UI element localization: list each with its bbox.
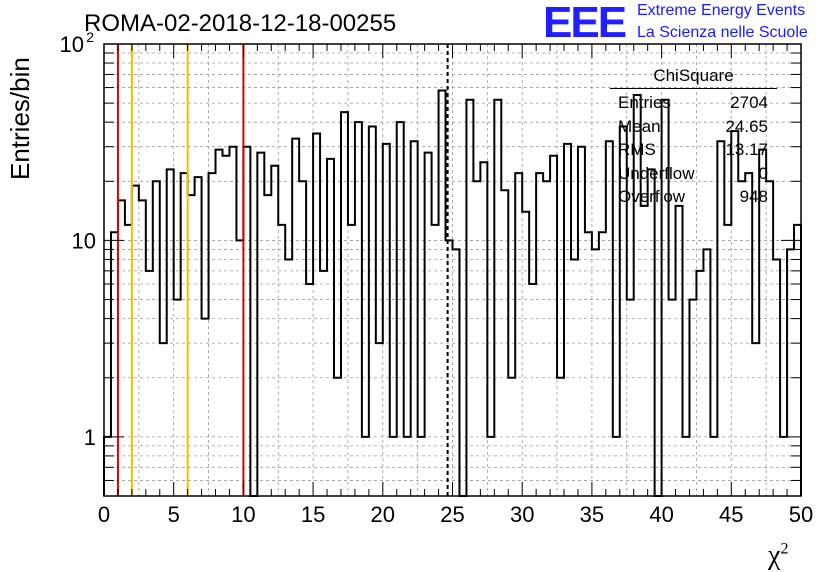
stat-value: 948 [739, 187, 768, 206]
x-tick-label: 0 [98, 502, 110, 527]
x-tick-label: 50 [789, 502, 813, 527]
stat-row-entries: Entries 2704 [610, 91, 777, 115]
x-tick-label: 20 [371, 502, 395, 527]
y-tick-label: 10 [60, 32, 84, 57]
stat-row-overflow: Overflow 948 [610, 185, 777, 209]
logo-subtitle-2: La Scienza nelle Scuole [637, 24, 808, 41]
stat-label: Entries [618, 93, 671, 112]
stat-value: 0 [758, 163, 768, 183]
x-axis-label: χ2 [768, 540, 788, 572]
stat-value: 13.17 [725, 140, 768, 159]
y-tick-label-sup: 2 [86, 29, 94, 45]
stat-value: 2704 [730, 93, 768, 112]
plot-area [104, 44, 801, 496]
eee-logo: EEE [543, 0, 627, 47]
stat-label: RMS [618, 140, 656, 159]
stat-label: Overflow [618, 187, 686, 206]
x-tick-label: 35 [580, 502, 604, 527]
x-tick-label: 15 [301, 502, 325, 527]
stat-label: Mean [618, 116, 661, 136]
stat-row-underflow: Underflow 0 [610, 162, 777, 186]
y-tick-label: 10 [72, 228, 96, 253]
x-tick-label: 25 [440, 502, 464, 527]
x-tick-label: 40 [649, 502, 673, 527]
stats-title: ChiSquare [610, 66, 777, 89]
stats-box: ChiSquare Entries 2704 Mean 24.65 RMS 13… [610, 66, 777, 209]
x-axis-label-sup: 2 [780, 540, 789, 558]
stat-value: 24.65 [725, 116, 768, 136]
stat-row-rms: RMS 13.17 [610, 138, 777, 162]
x-tick-label: 45 [719, 502, 743, 527]
x-tick-label: 5 [168, 502, 180, 527]
x-tick-label: 10 [231, 502, 255, 527]
y-tick-label: 1 [84, 425, 96, 450]
stat-label: Underflow [618, 163, 695, 183]
x-axis-label-base: χ [768, 540, 781, 571]
run-title: ROMA-02-2018-12-18-00255 [84, 10, 397, 37]
logo-subtitle-1: Extreme Energy Events [637, 2, 806, 19]
x-tick-label: 30 [510, 502, 534, 527]
stat-row-mean: Mean 24.65 [610, 115, 777, 139]
histogram-line [103, 89, 802, 497]
y-axis-label: Entries/bin [5, 57, 35, 180]
